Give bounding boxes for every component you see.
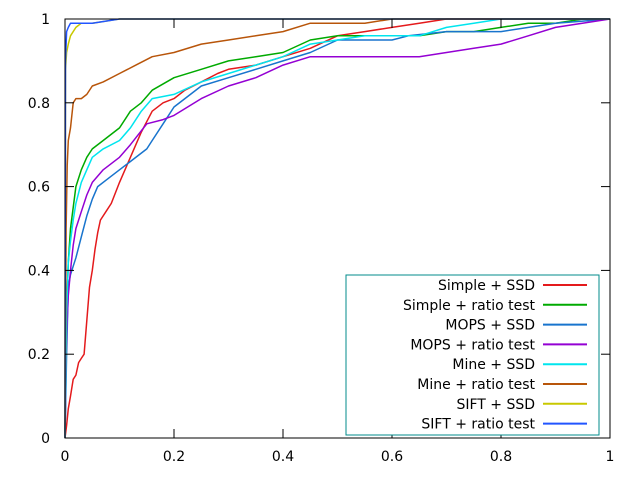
y-tick-label-1: 0.2 — [28, 347, 50, 363]
series-line-5 — [64, 18, 610, 439]
tick-labels: 0 0.2 0.4 0.6 0.8 1 0 0.2 0.4 0.6 0.8 1 — [28, 12, 615, 465]
x-tick-label-0: 0 — [61, 449, 70, 465]
x-tick-label-2: 0.4 — [272, 449, 294, 465]
y-tick-label-4: 0.8 — [28, 96, 50, 112]
axis-ticks — [64, 18, 611, 439]
y-tick-label-0: 0 — [41, 431, 50, 447]
legend-label-0: Simple + SSD — [438, 278, 535, 294]
y-tick-label-5: 1 — [41, 12, 50, 28]
legend: Simple + SSD Simple + ratio test MOPS + SS… — [345, 274, 600, 436]
series-line-2 — [64, 18, 611, 439]
x-tick-label-3: 0.6 — [381, 449, 403, 465]
legend-label-3: MOPS + ratio test — [410, 337, 535, 353]
legend-label-2: MOPS + SSD — [445, 318, 535, 334]
plot-frame — [64, 18, 611, 439]
y-tick-label-2: 0.4 — [28, 263, 50, 279]
series-line-4 — [64, 18, 610, 439]
series-line-3 — [64, 18, 611, 439]
x-tick-label-4: 0.8 — [490, 449, 512, 465]
legend-label-4: Mine + SSD — [452, 357, 535, 373]
series-line-0 — [64, 18, 610, 439]
legend-label-7: SIFT + ratio test — [421, 417, 535, 433]
legend-label-1: Simple + ratio test — [403, 298, 536, 314]
legend-box — [345, 274, 600, 436]
legend-label-5: Mine + ratio test — [417, 377, 535, 393]
legend-label-6: SIFT + SSD — [456, 397, 535, 413]
y-tick-label-3: 0.6 — [28, 180, 50, 196]
plot-lines — [64, 18, 611, 439]
series-line-7 — [64, 18, 610, 439]
x-tick-label-1: 0.2 — [163, 449, 185, 465]
x-tick-label-5: 1 — [606, 449, 615, 465]
